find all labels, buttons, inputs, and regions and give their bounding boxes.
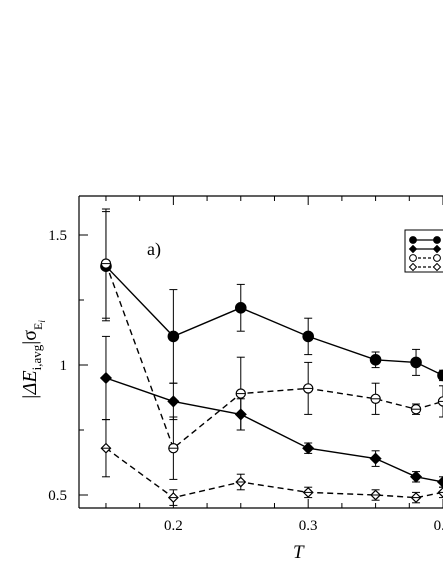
x-tick-label: 0.3 — [299, 518, 318, 534]
legend-marker — [409, 236, 417, 244]
data-point — [234, 301, 247, 314]
data-point — [437, 369, 443, 382]
data-point — [369, 353, 382, 366]
data-point — [302, 442, 315, 455]
panel-label: a) — [147, 239, 161, 260]
data-point — [369, 452, 382, 465]
x-tick-label: 0.2 — [164, 518, 183, 534]
y-axis-label: |ΔEi,avg|σEi — [19, 320, 47, 400]
series-layer — [99, 208, 443, 506]
y-tick-label: 1 — [60, 358, 68, 374]
legend-marker — [408, 262, 418, 272]
y-label-sigma-subsub: i — [37, 320, 47, 323]
data-point — [167, 395, 180, 408]
series-3 — [100, 208, 443, 480]
tick-labels: 0.2 0.3 0.4 0.5 1 1.5 — [48, 228, 443, 534]
y-tick-label: 0.5 — [48, 488, 67, 504]
y-label-sigma-sub: E — [31, 323, 45, 330]
y-label-delta: |ΔE — [19, 370, 41, 399]
legend-marker — [409, 254, 417, 262]
data-point — [302, 330, 314, 343]
legend — [404, 229, 443, 273]
legend-marker — [408, 244, 418, 254]
data-point — [409, 470, 423, 483]
series-line — [105, 377, 443, 483]
legend-marker — [433, 236, 441, 244]
series-line — [105, 263, 443, 450]
data-point — [410, 356, 422, 369]
series-4 — [100, 419, 443, 506]
series-line — [105, 265, 443, 377]
series-line — [105, 447, 443, 499]
legend-marker — [432, 244, 442, 254]
data-point — [99, 371, 113, 385]
plot-frame — [78, 195, 443, 509]
x-tick-label: 0.4 — [434, 518, 443, 534]
series-2 — [99, 335, 443, 489]
legend-marker — [433, 254, 441, 262]
y-tick-label: 1.5 — [48, 228, 67, 244]
y-label-sub: i,avg — [29, 344, 44, 370]
data-point — [436, 475, 443, 489]
data-point — [167, 330, 180, 343]
x-axis-label: T — [293, 542, 305, 563]
tick-marks — [79, 196, 443, 508]
legend-marker — [432, 262, 442, 272]
series-1 — [100, 211, 443, 384]
y-label-bar: |σ — [19, 330, 41, 345]
